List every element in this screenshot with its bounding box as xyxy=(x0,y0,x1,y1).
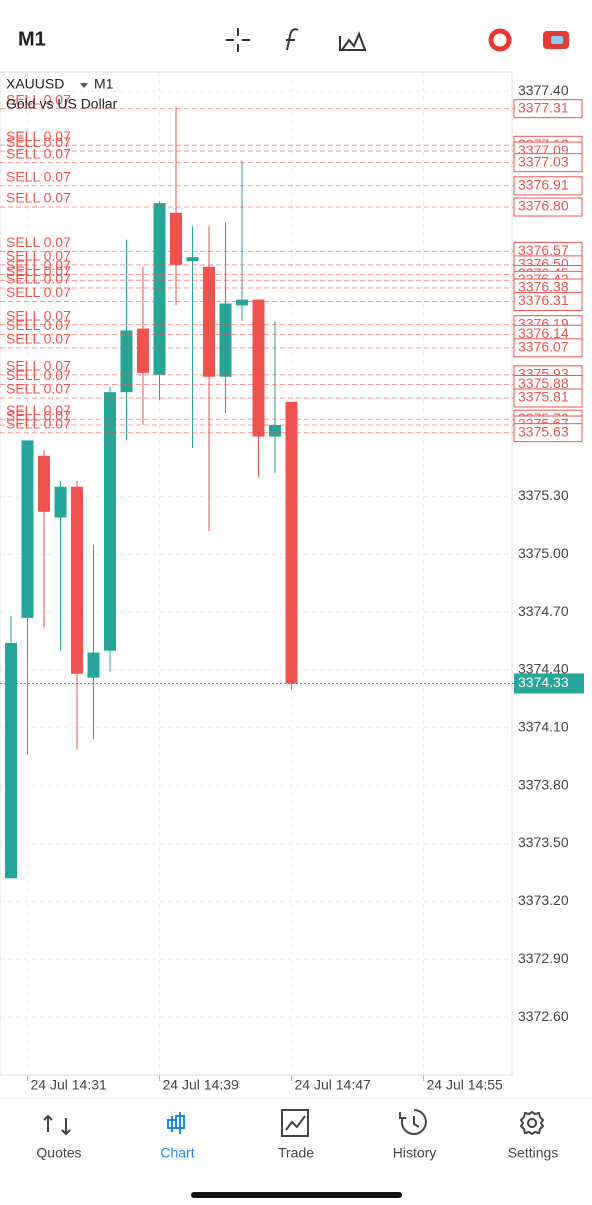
y-tick-label: 3375.30 xyxy=(518,487,569,503)
order-price-label: 3377.03 xyxy=(518,153,569,169)
nav-icon[interactable] xyxy=(43,1114,71,1136)
y-tick-label: 3374.40 xyxy=(518,661,569,677)
candle-body xyxy=(21,440,34,618)
candle-body xyxy=(54,486,67,518)
order-label: SELL 0.07 xyxy=(6,271,71,287)
nav-icon[interactable] xyxy=(167,1112,185,1134)
candle-body xyxy=(71,486,83,674)
x-tick-label: 24 Jul 14:47 xyxy=(295,1077,371,1093)
order-price-box xyxy=(513,99,583,119)
order-label: SELL 0.07 xyxy=(6,169,71,185)
current-price-box xyxy=(514,673,584,694)
nav-label[interactable]: Chart xyxy=(160,1145,194,1161)
order-price-box xyxy=(513,338,583,358)
candle-body xyxy=(170,212,182,265)
order-price-label: 3376.38 xyxy=(518,279,569,295)
candle-body xyxy=(5,642,17,879)
order-label: SELL 0.07 xyxy=(6,317,71,333)
y-tick-label: 3374.70 xyxy=(518,603,569,619)
nav-label[interactable]: History xyxy=(393,1145,437,1161)
y-tick-label: 3372.90 xyxy=(518,950,569,966)
candle-body xyxy=(236,299,248,306)
candle-body xyxy=(252,299,265,437)
order-label: SELL 0.07 xyxy=(6,408,71,424)
symbol[interactable]: XAUUSD xyxy=(6,76,64,92)
nav-icon[interactable] xyxy=(399,1109,427,1135)
order-label: SELL 0.07 xyxy=(6,402,71,418)
nav-label[interactable]: Settings xyxy=(508,1145,559,1161)
candle-body xyxy=(269,424,281,437)
order-label: SELL 0.07 xyxy=(6,367,71,383)
order-price-box xyxy=(513,423,583,443)
home-indicator xyxy=(191,1192,402,1198)
y-tick-label: 3374.10 xyxy=(518,719,569,735)
order-price-label: 3376.80 xyxy=(518,198,569,214)
order-price-box xyxy=(513,197,583,217)
candle-body xyxy=(203,266,215,377)
y-tick-label: 3373.50 xyxy=(518,834,569,850)
order-price-label: 3376.31 xyxy=(518,292,569,308)
order-label: SELL 0.07 xyxy=(6,381,71,397)
candle-body xyxy=(186,257,199,262)
chart-timeframe: M1 xyxy=(94,76,114,92)
order-price-label: 3375.63 xyxy=(518,423,569,439)
nav-label[interactable]: Trade xyxy=(278,1145,314,1161)
order-label: SELL 0.07 xyxy=(6,248,71,264)
order-price-label: 3376.07 xyxy=(518,339,569,355)
timeframe[interactable]: M1 xyxy=(18,28,46,50)
y-tick-label: 3377.40 xyxy=(518,82,569,98)
order-label: SELL 0.07 xyxy=(6,307,71,323)
order-price-box xyxy=(513,292,583,312)
order-label: SELL 0.07 xyxy=(6,415,71,431)
y-tick-label: 3372.60 xyxy=(518,1008,569,1024)
order-label: SELL 0.07 xyxy=(6,257,71,273)
y-tick-label: 3373.80 xyxy=(518,776,569,792)
order-label: SELL 0.07 xyxy=(6,134,71,150)
order-price-box xyxy=(513,176,583,196)
order-label: SELL 0.07 xyxy=(6,331,71,347)
candle-body xyxy=(153,203,166,375)
nav-icon[interactable] xyxy=(519,1110,545,1136)
order-label: SELL 0.07 xyxy=(6,145,71,161)
order-label: SELL 0.07 xyxy=(6,190,71,206)
order-price-label: 3375.88 xyxy=(518,375,569,391)
toolbar-icons[interactable] xyxy=(226,28,569,52)
candle-body xyxy=(219,303,232,377)
candle-body xyxy=(104,392,116,651)
order-price-label: 3376.91 xyxy=(518,177,569,193)
candle-body xyxy=(87,652,100,678)
order-label: SELL 0.07 xyxy=(6,263,71,279)
candle-body xyxy=(137,328,149,373)
order-price-box xyxy=(513,153,583,173)
dropdown-arrow[interactable] xyxy=(80,83,88,88)
order-label: SELL 0.07 xyxy=(6,358,71,374)
order-label: SELL 0.07 xyxy=(6,284,71,300)
y-tick-label: 3373.20 xyxy=(518,892,569,908)
x-tick-label: 24 Jul 14:55 xyxy=(427,1077,503,1093)
order-price-label: 3376.14 xyxy=(518,325,569,341)
candle-body xyxy=(285,401,298,684)
nav-label[interactable]: Quotes xyxy=(36,1145,81,1161)
chart: 3377.403375.303375.003374.703374.403374.… xyxy=(0,72,584,1093)
x-tick-label: 24 Jul 14:31 xyxy=(31,1077,107,1093)
nav-icon[interactable] xyxy=(281,1109,309,1137)
candle-body xyxy=(38,455,50,512)
subtitle: Gold vs US Dollar xyxy=(6,96,118,112)
order-label: SELL 0.07 xyxy=(6,91,71,107)
order-label: SELL 0.07 xyxy=(6,128,71,144)
nav-bar: Quotes Chart Trade History Settings xyxy=(36,1109,559,1161)
current-price-label: 3374.33 xyxy=(518,674,569,690)
order-price-label: 3377.31 xyxy=(518,99,569,115)
order-price-box xyxy=(513,388,583,408)
x-tick-label: 24 Jul 14:39 xyxy=(163,1077,239,1093)
order-price-label: 3376.57 xyxy=(518,242,569,258)
order-label: SELL 0.07 xyxy=(6,234,71,250)
order-price-label: 3375.81 xyxy=(518,389,569,405)
y-tick-label: 3375.00 xyxy=(518,545,569,561)
plot-frame xyxy=(0,71,513,1076)
candle-body xyxy=(120,330,133,393)
